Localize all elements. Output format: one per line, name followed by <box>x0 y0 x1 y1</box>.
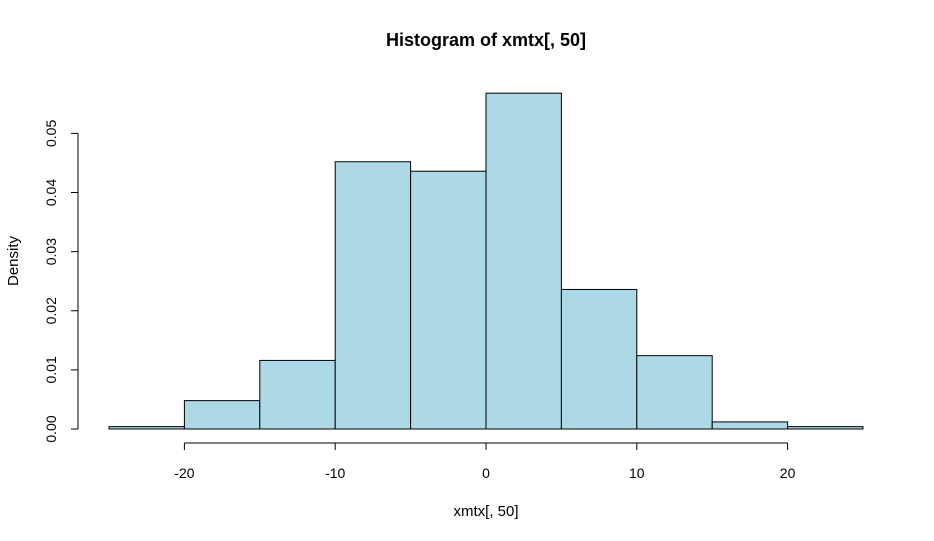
histogram-bar-9 <box>787 426 864 430</box>
x-tick-label: 10 <box>629 465 645 481</box>
y-axis-label: Density <box>5 235 22 286</box>
histogram-bar-6 <box>560 288 638 430</box>
x-axis-label: xmtx[, 50] <box>453 503 518 520</box>
histogram-bar-7 <box>636 355 713 430</box>
histogram-bar-2 <box>259 359 336 430</box>
histogram-bar-5 <box>485 92 562 430</box>
y-tick-label: 0.05 <box>43 120 59 147</box>
y-axis: 0.00 0.01 0.02 0.03 0.04 0.05 <box>43 120 79 443</box>
y-tick-label: 0.01 <box>43 356 59 383</box>
bars-group <box>108 92 864 430</box>
x-tick-label: 0 <box>482 465 490 481</box>
histogram-bar-3 <box>334 161 412 430</box>
chart-title: Histogram of xmtx[, 50] <box>386 30 586 50</box>
histogram-bar-8 <box>711 421 789 430</box>
histogram-bar-0 <box>108 426 185 430</box>
x-tick-label: 20 <box>780 465 796 481</box>
x-tick-label: -20 <box>174 465 194 481</box>
y-tick-label: 0.02 <box>43 297 59 324</box>
x-tick-label: -10 <box>325 465 345 481</box>
y-tick-label: 0.03 <box>43 238 59 265</box>
histogram-bar-1 <box>183 400 261 430</box>
histogram-bar-4 <box>410 170 487 430</box>
y-tick-label: 0.00 <box>43 415 59 442</box>
x-axis: -20 -10 0 10 20 <box>174 442 796 481</box>
y-tick-label: 0.04 <box>43 179 59 206</box>
